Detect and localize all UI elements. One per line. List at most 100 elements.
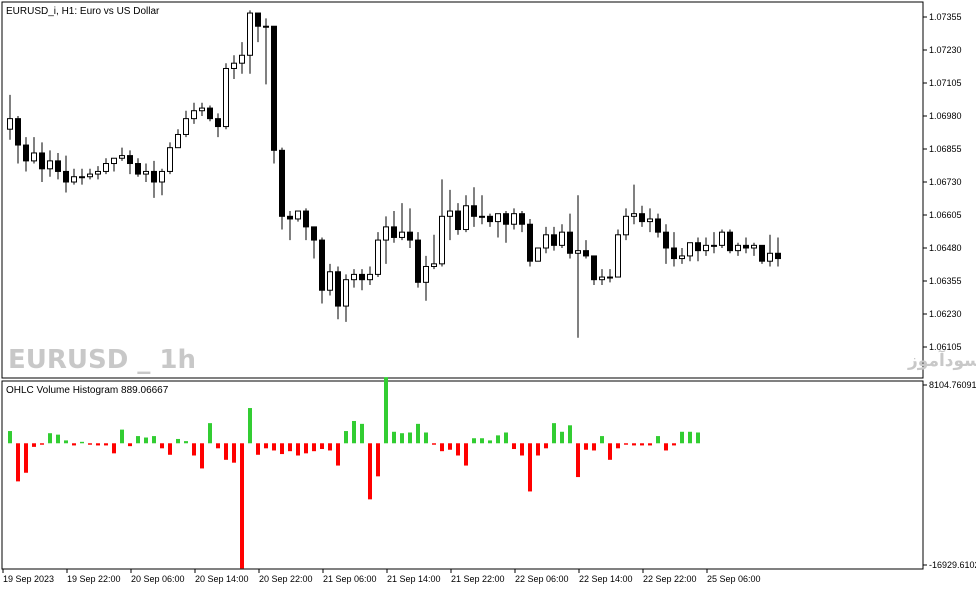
candle-body: [15, 118, 21, 146]
candle: [231, 55, 237, 80]
time-tick-label: 20 Sep 06:00: [131, 574, 185, 584]
candle: [463, 195, 469, 233]
volume-bar: [344, 431, 348, 444]
volume-bar: [200, 443, 204, 469]
candle: [111, 157, 117, 172]
volume-bar: [8, 431, 12, 444]
candle-body: [375, 239, 381, 275]
candle-body: [735, 244, 741, 252]
volume-bar: [368, 443, 372, 500]
candle-body: [327, 271, 333, 291]
candle: [255, 12, 261, 43]
candle: [359, 269, 365, 291]
candle-body: [703, 244, 709, 252]
candle: [711, 232, 717, 254]
candle-body: [647, 218, 653, 223]
volume-bar: [232, 443, 236, 463]
candle: [215, 113, 221, 138]
candle: [167, 142, 173, 175]
volume-bar: [32, 443, 36, 447]
volume-bar: [256, 443, 260, 455]
candle: [327, 263, 333, 296]
candle: [311, 226, 317, 259]
price-tick-label: 1.06730: [929, 177, 962, 187]
volume-bar: [408, 432, 412, 444]
volume-bar: [384, 377, 388, 444]
candle: [567, 213, 573, 259]
volume-bar: [360, 423, 364, 444]
candle-body: [79, 176, 85, 179]
volume-bar: [624, 443, 628, 445]
candle-body: [127, 155, 133, 165]
volume-bar: [520, 443, 524, 456]
candle: [487, 213, 493, 227]
volume-bar: [160, 443, 164, 449]
volume-bar: [312, 443, 316, 452]
candle-body: [135, 163, 141, 175]
volume-bar: [64, 440, 68, 444]
candle: [719, 229, 725, 248]
candle: [287, 211, 293, 241]
volume-bar: [224, 443, 228, 460]
candle-body: [727, 231, 733, 252]
candle-body: [751, 244, 757, 249]
candle: [63, 155, 69, 193]
candle-body: [255, 12, 261, 27]
candle: [119, 147, 125, 161]
candle: [407, 208, 413, 248]
candle-body: [279, 149, 285, 217]
candle-body: [743, 244, 749, 249]
candle-body: [199, 107, 205, 112]
candle-body: [175, 133, 181, 149]
candle: [767, 234, 773, 267]
price-tick-label: 1.07230: [929, 45, 962, 55]
candle-body: [687, 242, 693, 257]
candle: [199, 102, 205, 116]
volume-bar: [424, 432, 428, 444]
volume-bar: [320, 443, 324, 450]
candle-body: [639, 213, 645, 223]
candle-body: [343, 279, 349, 307]
candle: [607, 269, 613, 283]
candle-body: [303, 210, 309, 228]
candle: [239, 42, 245, 74]
candle-body: [527, 223, 533, 262]
volume-bar: [568, 425, 572, 444]
candle-body: [239, 54, 245, 64]
candle: [263, 18, 269, 85]
candle-body: [591, 255, 597, 281]
candle-body: [511, 213, 517, 225]
candle-body: [663, 231, 669, 249]
volume-bar: [608, 443, 612, 460]
candle-body: [247, 12, 253, 56]
candle-body: [231, 62, 237, 69]
candle: [95, 166, 101, 180]
candle: [71, 168, 77, 185]
price-tick-label: 1.06355: [929, 276, 962, 286]
candle-body: [383, 226, 389, 241]
candle: [655, 213, 661, 238]
time-tick-label: 19 Sep 2023: [3, 574, 54, 584]
candle-body: [543, 234, 549, 249]
candle-body: [551, 234, 557, 246]
candle: [15, 116, 21, 164]
candle: [383, 216, 389, 264]
candle-body: [671, 247, 677, 260]
candle: [471, 187, 477, 227]
candle-body: [575, 250, 581, 254]
candle: [375, 232, 381, 278]
candle: [223, 63, 229, 130]
candle: [455, 203, 461, 235]
volume-bar: [72, 443, 76, 446]
candle-body: [23, 144, 29, 162]
time-tick-label: 20 Sep 14:00: [195, 574, 249, 584]
volume-bar: [296, 443, 300, 456]
volume-bar: [240, 443, 244, 569]
indicator-title: OHLC Volume Histogram 889.06667: [6, 385, 169, 396]
candle-body: [767, 252, 773, 262]
volume-bar: [576, 443, 580, 478]
candle-body: [183, 118, 189, 135]
candle: [303, 208, 309, 241]
candle-body: [111, 157, 117, 165]
